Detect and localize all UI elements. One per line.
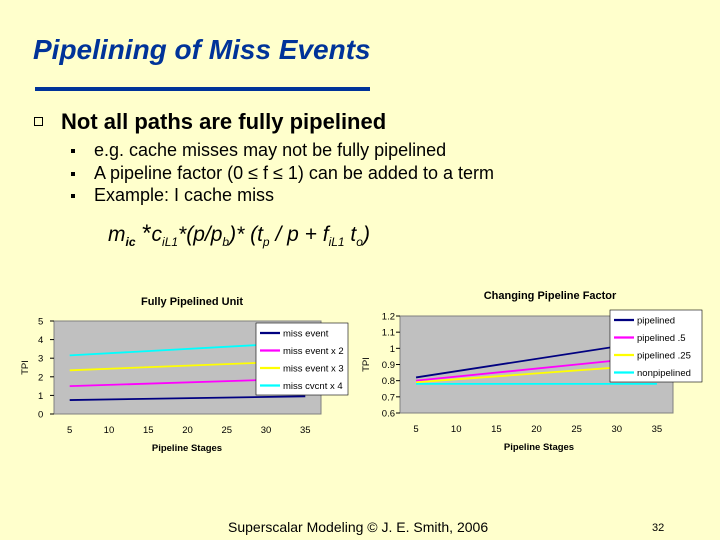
chart-title: Changing Pipeline Factor <box>484 290 617 302</box>
y-tick-label: 1 <box>390 344 395 355</box>
footer-text: Superscalar Modeling © J. E. Smith, 2006 <box>228 519 489 535</box>
sub-bullet-text: Example: I cache miss <box>94 185 275 205</box>
x-tick-label: 35 <box>652 424 663 435</box>
page-number: 32 <box>652 522 665 534</box>
formula-part: t <box>344 223 357 246</box>
x-axis-label: Pipeline Stages <box>152 443 222 454</box>
formula-part: / p + f <box>269 223 329 246</box>
legend-label: miss cvcnt x 4 <box>283 381 343 392</box>
sub-bullet-text: e.g. cache misses may not be fully pipel… <box>94 140 447 160</box>
bullet-dot-icon <box>71 171 75 176</box>
x-tick-label: 15 <box>491 424 502 435</box>
formula-part: ) <box>362 223 370 246</box>
formula-sub: p <box>262 235 270 250</box>
formula-part: c <box>151 223 163 246</box>
y-tick-label: 0.9 <box>382 360 395 371</box>
y-tick-label: 4 <box>38 335 43 346</box>
y-axis-label: TPI <box>20 360 31 375</box>
x-tick-label: 5 <box>67 425 72 436</box>
legend-box <box>255 322 349 396</box>
x-tick-label: 30 <box>261 425 272 436</box>
bullet-dot-icon <box>71 149 75 153</box>
formula-part: * <box>135 220 152 247</box>
chart-fully-pipelined-unit: Fully Pipelined Unit 0 1 2 3 4 5 5 10 15 20 25 30 35 P… <box>20 296 349 454</box>
formula: mic *ciL1*(p/pb)* (tp / p + fiL1 to) <box>108 220 370 249</box>
bullet-dot-icon <box>71 194 75 198</box>
legend-box <box>609 309 703 383</box>
x-tick-label: 25 <box>221 425 232 436</box>
formula-part: m <box>108 223 126 246</box>
sub-bullet: e.g. cache misses may not be fully pipel… <box>71 140 494 163</box>
x-tick-label: 15 <box>143 425 154 436</box>
legend-label: miss event x 3 <box>283 364 344 375</box>
x-tick-label: 10 <box>451 424 462 435</box>
slide-title: Pipelining of Miss Events <box>33 34 371 65</box>
x-tick-label: 5 <box>413 424 418 435</box>
title-underline <box>35 87 370 91</box>
main-bullet: Not all paths are fully pipelined <box>61 109 387 134</box>
formula-sub: iL1 <box>162 235 179 250</box>
y-axis-label: TPI <box>361 357 372 372</box>
legend-label: miss event x 2 <box>283 346 344 357</box>
x-tick-label: 25 <box>571 424 582 435</box>
legend-label: nonpipelined <box>637 368 691 379</box>
formula-part: )* (t <box>229 223 263 246</box>
sub-bullet: A pipeline factor (0 ≤ f ≤ 1) can be add… <box>71 163 494 186</box>
x-tick-label: 20 <box>182 425 193 436</box>
y-tick-label: 0.7 <box>382 392 395 403</box>
x-tick-label: 10 <box>104 425 115 436</box>
y-tick-label: 1 <box>38 391 43 402</box>
square-bullet-icon <box>34 117 43 126</box>
sub-bullet-list: e.g. cache misses may not be fully pipel… <box>71 140 494 208</box>
legend-label: pipelined .25 <box>637 351 691 362</box>
formula-sub: b <box>222 235 230 250</box>
formula-sub: ic <box>125 235 136 250</box>
chart-changing-pipeline-factor: Changing Pipeline Factor 0.6 0.7 0.8 0.9 1 1.1… <box>361 290 703 453</box>
y-tick-label: 0.8 <box>382 376 395 387</box>
sub-bullet-text: A pipeline factor (0 ≤ f ≤ 1) can be add… <box>94 162 494 183</box>
legend-label: pipelined .5 <box>637 333 686 344</box>
x-tick-label: 30 <box>612 424 623 435</box>
y-tick-label: 0.6 <box>382 409 395 420</box>
legend-label: miss event <box>283 329 329 340</box>
y-tick-label: 2 <box>38 372 43 383</box>
y-tick-label: 5 <box>38 317 43 328</box>
formula-part: *(p/p <box>178 223 223 246</box>
y-tick-label: 1.2 <box>382 312 395 323</box>
chart-title: Fully Pipelined Unit <box>141 296 243 308</box>
y-tick-label: 3 <box>38 354 43 365</box>
x-axis-label: Pipeline Stages <box>504 442 574 453</box>
sub-bullet: Example: I cache miss <box>71 185 494 208</box>
y-tick-label: 0 <box>38 410 43 421</box>
legend-label: pipelined <box>637 316 675 327</box>
x-tick-label: 35 <box>300 425 311 436</box>
formula-sub: o <box>356 235 363 250</box>
y-tick-label: 1.1 <box>382 328 395 339</box>
x-tick-label: 20 <box>531 424 542 435</box>
formula-sub: iL1 <box>328 235 345 250</box>
series-line <box>69 395 306 401</box>
